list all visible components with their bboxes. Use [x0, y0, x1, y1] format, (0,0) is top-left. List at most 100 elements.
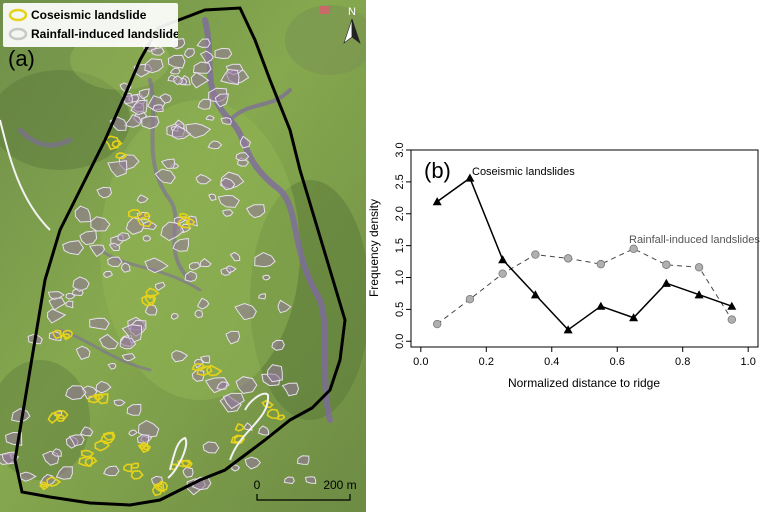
coseismic-landslide — [47, 412, 60, 425]
coseismic-landslide — [78, 455, 94, 467]
coseismic-point — [694, 290, 704, 299]
rainfall-landslide — [136, 194, 149, 204]
coseismic-landslide — [130, 462, 140, 469]
coseismic-landslide-patches — [39, 135, 286, 497]
rainfall-landslide — [281, 382, 300, 397]
rainfall-point — [662, 260, 671, 269]
coseismic-landslide — [127, 208, 143, 219]
rainfall-landslide — [277, 299, 292, 314]
rainfall-landslide — [229, 251, 241, 262]
rainfall-landslide — [207, 140, 223, 150]
rainfall-landslide — [119, 336, 137, 350]
landslide-map — [0, 0, 366, 512]
rainfall-landslide — [189, 262, 201, 271]
rainfall-landslide — [190, 71, 210, 89]
north-arrow-icon: N — [343, 6, 361, 44]
rainfall-landslide — [123, 113, 142, 128]
rainfall-landslide — [117, 232, 131, 242]
coseismic-legend-swatch — [8, 8, 28, 22]
rainfall-landslide — [160, 158, 176, 169]
rainfall-landslide — [128, 429, 138, 437]
coseismic-landslide — [152, 482, 165, 493]
rainfall-landslide — [103, 465, 120, 477]
rainfall-landslide — [107, 256, 123, 267]
catchment-boundary — [13, 6, 347, 507]
rainfall-landslide — [197, 98, 212, 110]
rainfall-landslide — [144, 58, 164, 74]
coseismic-landslide — [130, 470, 144, 480]
coseismic-landslide — [266, 408, 280, 420]
rainfall-landslide — [80, 426, 94, 437]
coseismic-landslide — [137, 444, 147, 451]
y-tick-label: 0.0 — [394, 334, 406, 349]
rainfall-landslide — [121, 324, 142, 344]
coseismic-landslide — [141, 294, 155, 307]
rainfall-landslide — [47, 291, 65, 300]
rainfall-landslide — [96, 186, 113, 199]
coseismic-landslide — [94, 440, 110, 452]
rainfall-landslide — [95, 380, 112, 394]
rainfall-landslide — [225, 330, 241, 345]
rainfall-landslide — [79, 230, 98, 246]
x-tick-label: 1.0 — [741, 356, 756, 368]
rainfall-landslide — [171, 349, 189, 363]
rainfall-landslide — [98, 333, 119, 350]
rainfall-landslide — [90, 216, 111, 232]
coseismic-landslide — [39, 483, 49, 491]
rainfall-landslide — [204, 377, 230, 394]
coseismic-landslide — [136, 216, 153, 228]
coseismic-point — [432, 197, 442, 206]
y-tick-label: 2.0 — [394, 206, 406, 221]
rainfall-landslide — [184, 48, 195, 59]
rainfall-landslide — [48, 297, 66, 311]
coseismic-point — [661, 278, 671, 287]
rainfall-landslide — [144, 303, 158, 316]
coseismic-point — [596, 301, 606, 310]
rainfall-landslide — [159, 93, 172, 104]
coseismic-landslide — [177, 216, 191, 229]
rainfall-landslide — [271, 339, 285, 351]
coseismic-landslide — [94, 392, 109, 405]
rainfall-landslide — [103, 270, 114, 279]
frequency-chart: 0.0 0.5 1.0 1.5 2.0 2.5 3.0 0.0 0.2 0.4 0.6 0.8 1.0… — [367, 142, 760, 390]
legend-rainfall-label: Rainfall-induced landslide — [31, 27, 178, 41]
rainfall-landslide — [196, 38, 211, 48]
rainfall-landslide — [202, 441, 220, 454]
plot-frame — [410, 149, 759, 348]
coseismic-landslide — [206, 364, 223, 377]
rainfall-landslide — [107, 160, 128, 178]
series-line-1 — [436, 248, 733, 325]
scale-zero-label: 0 — [254, 478, 261, 492]
rainfall-point — [432, 319, 442, 329]
rainfall-point — [563, 254, 573, 263]
rainfall-landslide — [172, 237, 190, 252]
rainfall-landslide — [222, 392, 245, 410]
series-label-rainfall: Rainfall-induced landslides — [629, 234, 760, 246]
rainfall-landslide — [150, 47, 165, 56]
rainfall-landslide — [65, 292, 76, 300]
rainfall-landslide — [169, 67, 181, 75]
coseismic-landslide — [88, 394, 100, 404]
rainfall-landslide — [120, 262, 131, 273]
x-tick-label: 0.4 — [544, 356, 559, 368]
scale-bar: 0 200 m — [254, 478, 357, 501]
rainfall-legend-swatch — [8, 27, 28, 41]
rainfall-landslide — [51, 448, 62, 457]
rainfall-landslide — [254, 252, 276, 268]
coseismic-landslide — [52, 329, 62, 340]
rainfall-landslide — [220, 117, 232, 125]
x-tick-label: 0.2 — [479, 356, 494, 368]
coseismic-landslide — [191, 363, 207, 372]
scale-max-label: 200 m — [323, 478, 356, 492]
rainfall-landslide — [234, 302, 257, 321]
y-tick-label: 1.5 — [394, 238, 406, 253]
coseismic-landslide — [46, 476, 62, 487]
rainfall-landslide — [235, 152, 250, 162]
rainfall-landslide — [171, 124, 192, 140]
rainfall-landslide — [244, 456, 262, 470]
rainfall-landslide — [130, 99, 148, 116]
coseismic-point — [465, 173, 475, 182]
rainfall-landslide — [205, 114, 215, 121]
rainfall-landslide — [62, 240, 85, 256]
rainfall-point — [498, 269, 507, 278]
